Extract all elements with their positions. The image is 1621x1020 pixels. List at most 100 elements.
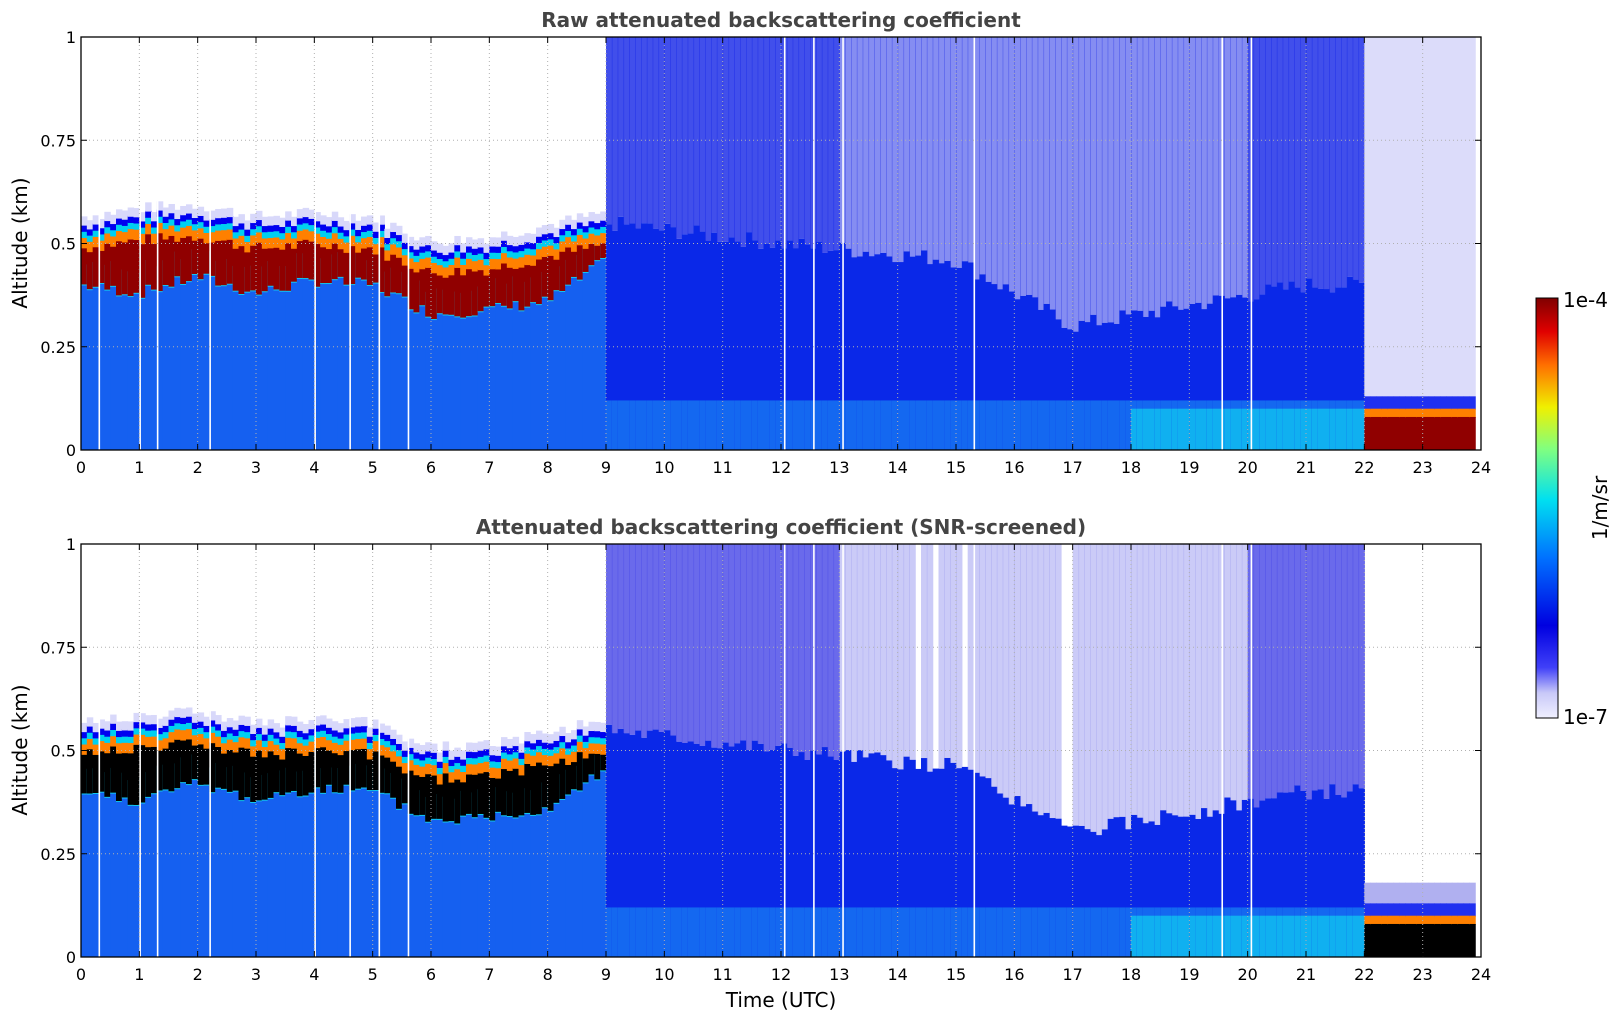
heatmap-cell <box>606 224 613 450</box>
heatmap-cell <box>366 727 374 737</box>
heatmap-cell <box>226 718 234 728</box>
heatmap-cell <box>734 544 741 744</box>
heatmap-cell <box>431 751 438 760</box>
heatmap-cell <box>174 209 181 220</box>
x-tick-label: 10 <box>654 965 674 984</box>
heatmap-cell <box>536 738 543 747</box>
heatmap-cell <box>483 258 490 266</box>
heatmap-cell <box>396 734 403 744</box>
heatmap-cell <box>775 37 782 241</box>
heatmap-cell <box>1008 291 1015 450</box>
heatmap-cell <box>419 237 426 247</box>
heatmap-cell <box>1411 396 1418 410</box>
x-tick-label: 12 <box>771 458 791 477</box>
heatmap-cell <box>641 223 648 450</box>
heatmap-cell <box>915 255 922 450</box>
heatmap-cell <box>711 747 718 957</box>
heatmap-cell <box>378 731 385 740</box>
heatmap-cell <box>792 907 800 957</box>
heatmap-cell <box>518 815 525 957</box>
heatmap-cell <box>1306 408 1313 450</box>
heatmap-cell <box>1457 416 1465 450</box>
heatmap-cell <box>600 770 607 957</box>
heatmap-cell <box>1125 829 1132 957</box>
heatmap-cell <box>372 253 380 283</box>
heatmap-cell <box>722 37 730 242</box>
heatmap-cell <box>571 744 578 752</box>
heatmap-cell <box>92 743 100 755</box>
heatmap-cell <box>401 772 409 804</box>
heatmap-cell <box>442 260 450 268</box>
heatmap-cell <box>1084 322 1091 450</box>
heatmap-cell <box>419 753 426 761</box>
heatmap-cell <box>1352 915 1360 957</box>
heatmap-cell <box>746 37 753 233</box>
heatmap-cell <box>291 716 298 726</box>
heatmap-cell <box>466 237 473 247</box>
heatmap-cell <box>314 716 321 726</box>
heatmap-cell <box>495 303 502 450</box>
heatmap-cell <box>565 763 572 795</box>
heatmap-cell <box>565 229 572 238</box>
heatmap-cell <box>203 211 210 221</box>
heatmap-cell <box>705 240 712 450</box>
missing-profile <box>209 544 211 957</box>
heatmap-cell <box>477 813 485 957</box>
heatmap-cell <box>460 274 467 318</box>
heatmap-cell <box>991 907 998 957</box>
heatmap-cell <box>693 743 700 957</box>
heatmap-cell <box>337 754 345 793</box>
heatmap-cell <box>541 256 549 297</box>
heatmap-cell <box>401 762 409 774</box>
heatmap-cell <box>413 774 420 816</box>
heatmap-cell <box>221 216 228 225</box>
heatmap-cell <box>279 748 286 760</box>
heatmap-cell <box>337 731 345 739</box>
heatmap-cell <box>518 256 525 268</box>
heatmap-cell <box>862 544 870 758</box>
heatmap-cell <box>454 755 461 764</box>
heatmap-cell <box>337 737 345 745</box>
heatmap-cell <box>1160 37 1167 307</box>
heatmap-cell <box>133 743 140 805</box>
heatmap-cell <box>1434 903 1441 917</box>
heatmap-cell <box>1031 297 1039 450</box>
heatmap-cell <box>833 759 840 957</box>
heatmap-cell <box>296 742 304 754</box>
heatmap-cell <box>1282 792 1290 957</box>
heatmap-cell <box>1288 544 1295 793</box>
heatmap-cell <box>361 216 368 226</box>
heatmap-cell <box>273 737 280 745</box>
heatmap-cell <box>425 244 432 252</box>
heatmap-cell <box>1131 915 1138 957</box>
heatmap-cell <box>215 285 222 450</box>
heatmap-cell <box>366 223 374 231</box>
heatmap-cell <box>121 241 129 295</box>
heatmap-cell <box>460 815 467 957</box>
x-tick-label: 19 <box>1179 458 1199 477</box>
heatmap-cell <box>209 719 216 727</box>
x-tick-label: 5 <box>368 965 378 984</box>
heatmap-cell <box>676 400 683 450</box>
heatmap-cell <box>489 776 496 821</box>
heatmap-cell <box>1311 287 1319 450</box>
x-axis-label: Time (UTC) <box>725 988 837 1012</box>
heatmap-cell <box>191 728 199 736</box>
heatmap-cell <box>1026 804 1033 957</box>
heatmap-cell <box>221 742 228 754</box>
heatmap-cell <box>145 715 152 725</box>
heatmap-cell <box>238 214 245 224</box>
heatmap-cell <box>425 316 432 450</box>
heatmap-cell <box>536 241 543 250</box>
heatmap-cell <box>530 742 537 750</box>
heatmap-cell <box>856 544 864 751</box>
heatmap-cell <box>343 251 350 285</box>
heatmap-cell <box>238 730 245 738</box>
heatmap-cell <box>687 544 695 742</box>
heatmap-cell <box>536 258 543 305</box>
heatmap-cell <box>431 764 438 776</box>
heatmap-cell <box>851 37 858 258</box>
heatmap-cell <box>1236 915 1243 957</box>
heatmap-cell <box>285 225 292 234</box>
x-tick-label: 8 <box>543 458 553 477</box>
